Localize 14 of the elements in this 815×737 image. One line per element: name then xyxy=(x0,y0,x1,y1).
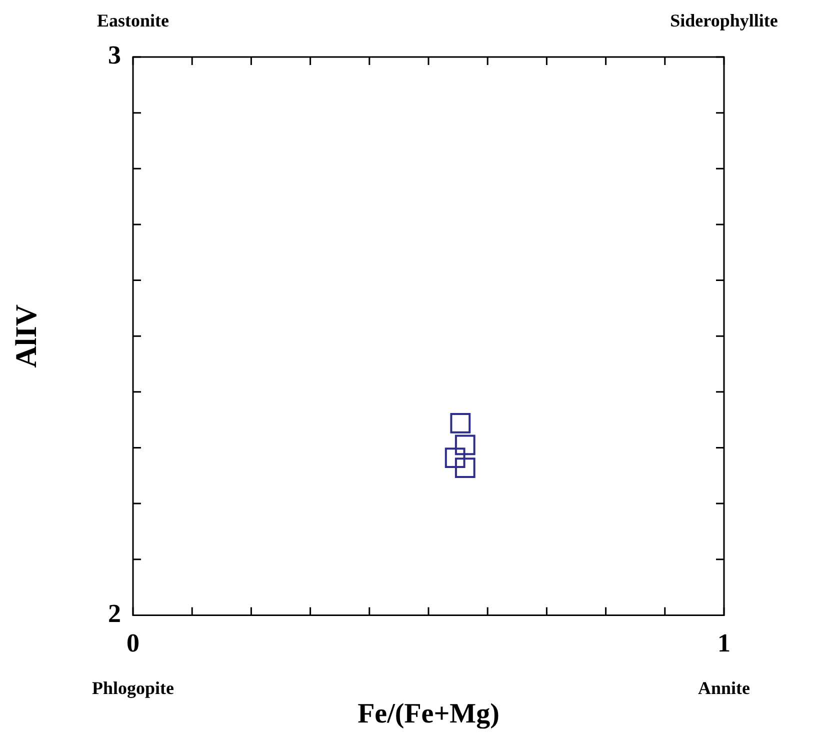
point xyxy=(454,434,476,456)
text: Annite xyxy=(698,678,750,698)
y-tick-label: 2 xyxy=(108,598,121,628)
point xyxy=(454,458,476,478)
y-tick-label: 3 xyxy=(108,40,121,70)
text: Eastonite xyxy=(97,10,170,31)
x-tick-label: 0 xyxy=(126,628,140,658)
x-tick-label: 1 xyxy=(718,628,730,658)
text: Siderophyllite xyxy=(670,10,778,31)
y-axis-title: AlIV xyxy=(10,304,43,368)
point xyxy=(450,412,471,434)
text: Phlogopite xyxy=(92,678,174,698)
point xyxy=(444,448,466,468)
x-axis-title: Fe/(Fe+Mg) xyxy=(358,698,500,730)
